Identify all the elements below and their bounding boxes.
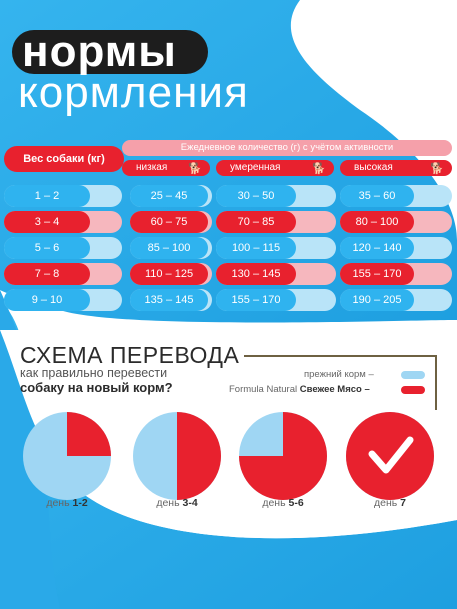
table-cell-moderate: 100 – 115 xyxy=(216,237,296,259)
activity-level-moderate: умеренная 🐕 xyxy=(216,160,334,176)
table-cell-value: 155 – 170 xyxy=(352,268,402,280)
dog-moderate-icon: 🐕 xyxy=(312,163,326,175)
table-cell-value: 30 – 50 xyxy=(237,190,275,202)
table-cell-value: 120 – 140 xyxy=(352,242,402,254)
divider-line xyxy=(244,355,436,357)
table-cell-value: 5 – 6 xyxy=(34,242,60,254)
scheme-question: собаку на новый корм? xyxy=(20,380,173,395)
table-cell-low: 60 – 75 xyxy=(130,211,208,233)
activity-level-label: высокая xyxy=(354,162,393,173)
table-cell-value: 130 – 145 xyxy=(231,268,281,280)
title-line2: кормления xyxy=(18,68,249,117)
table-cell-value: 135 – 145 xyxy=(144,294,194,306)
table-cell-value: 3 – 4 xyxy=(34,216,60,228)
activity-level-label: низкая xyxy=(136,162,168,173)
table-cell-weight: 3 – 4 xyxy=(4,211,90,233)
table-cell-high: 190 – 205 xyxy=(340,289,414,311)
day-label-prefix: день xyxy=(46,497,73,509)
table-cell-weight: 1 – 2 xyxy=(4,185,90,207)
table-cell-low: 25 – 45 xyxy=(130,185,208,207)
divider-line-vertical xyxy=(435,355,437,410)
table-cell-weight: 5 – 6 xyxy=(4,237,90,259)
day-label-value: 7 xyxy=(400,497,406,509)
table-cell-weight: 9 – 10 xyxy=(4,289,90,311)
day-label-prefix: день xyxy=(374,497,401,509)
legend-new-food: Formula Natural Свежее Мясо – xyxy=(229,384,370,395)
activity-level-low: низкая 🐕 xyxy=(122,160,210,176)
table-cell-low: 135 – 145 xyxy=(130,289,208,311)
dog-low-icon: 🐕 xyxy=(188,163,202,175)
day-label-prefix: день xyxy=(262,497,289,509)
table-cell-value: 70 – 85 xyxy=(237,216,275,228)
dog-running-icon: 🐕 xyxy=(430,163,444,175)
day-label: день 7 xyxy=(345,497,435,509)
activity-level-label: умеренная xyxy=(230,162,281,173)
legend-old-food: прежний корм – xyxy=(304,369,374,380)
legend-new-name: Свежее Мясо – xyxy=(299,384,370,395)
table-cell-value: 80 – 100 xyxy=(355,216,399,228)
table-cell-value: 7 – 8 xyxy=(34,268,60,280)
table-cell-value: 110 – 125 xyxy=(144,268,194,280)
activity-level-high: высокая 🐕 xyxy=(340,160,452,176)
daily-amount-header: Ежедневное количество (г) с учётом актив… xyxy=(122,140,452,156)
table-cell-high: 120 – 140 xyxy=(340,237,414,259)
table-cell-high: 35 – 60 xyxy=(340,185,414,207)
legend-new-swatch xyxy=(401,386,425,394)
table-cell-value: 60 – 75 xyxy=(150,216,188,228)
title-highlight-box xyxy=(12,30,208,74)
day-label: день 3-4 xyxy=(132,497,222,509)
table-cell-value: 1 – 2 xyxy=(34,190,60,202)
table-cell-high: 155 – 170 xyxy=(340,263,414,285)
table-cell-moderate: 70 – 85 xyxy=(216,211,296,233)
day-label: день 5-6 xyxy=(238,497,328,509)
table-cell-value: 155 – 170 xyxy=(231,294,281,306)
table-cell-low: 85 – 100 xyxy=(130,237,208,259)
legend-new-brand: Formula Natural xyxy=(229,384,298,395)
legend-old-label: прежний корм – xyxy=(304,369,374,380)
table-cell-value: 25 – 45 xyxy=(150,190,188,202)
day-label-value: 1-2 xyxy=(72,497,88,509)
scheme-subtitle: как правильно перевести xyxy=(20,366,168,380)
table-cell-high: 80 – 100 xyxy=(340,211,414,233)
title-line1: нормы xyxy=(22,27,177,76)
day-label-prefix: день xyxy=(156,497,183,509)
table-cell-value: 100 – 115 xyxy=(231,242,281,254)
table-cell-value: 9 – 10 xyxy=(31,294,63,306)
table-cell-moderate: 130 – 145 xyxy=(216,263,296,285)
table-cell-low: 110 – 125 xyxy=(130,263,208,285)
table-cell-moderate: 155 – 170 xyxy=(216,289,296,311)
weight-column-header: Вес собаки (кг) xyxy=(4,146,124,172)
day-label-value: 5-6 xyxy=(288,497,304,509)
table-cell-value: 190 – 205 xyxy=(352,294,402,306)
table-cell-value: 35 – 60 xyxy=(358,190,396,202)
scheme-title: СХЕМА ПЕРЕВОДА xyxy=(20,342,240,368)
day-label: день 1-2 xyxy=(22,497,112,509)
table-cell-weight: 7 – 8 xyxy=(4,263,90,285)
table-cell-value: 85 – 100 xyxy=(147,242,191,254)
day-label-value: 3-4 xyxy=(182,497,198,509)
table-cell-moderate: 30 – 50 xyxy=(216,185,296,207)
legend-old-swatch xyxy=(401,371,425,379)
